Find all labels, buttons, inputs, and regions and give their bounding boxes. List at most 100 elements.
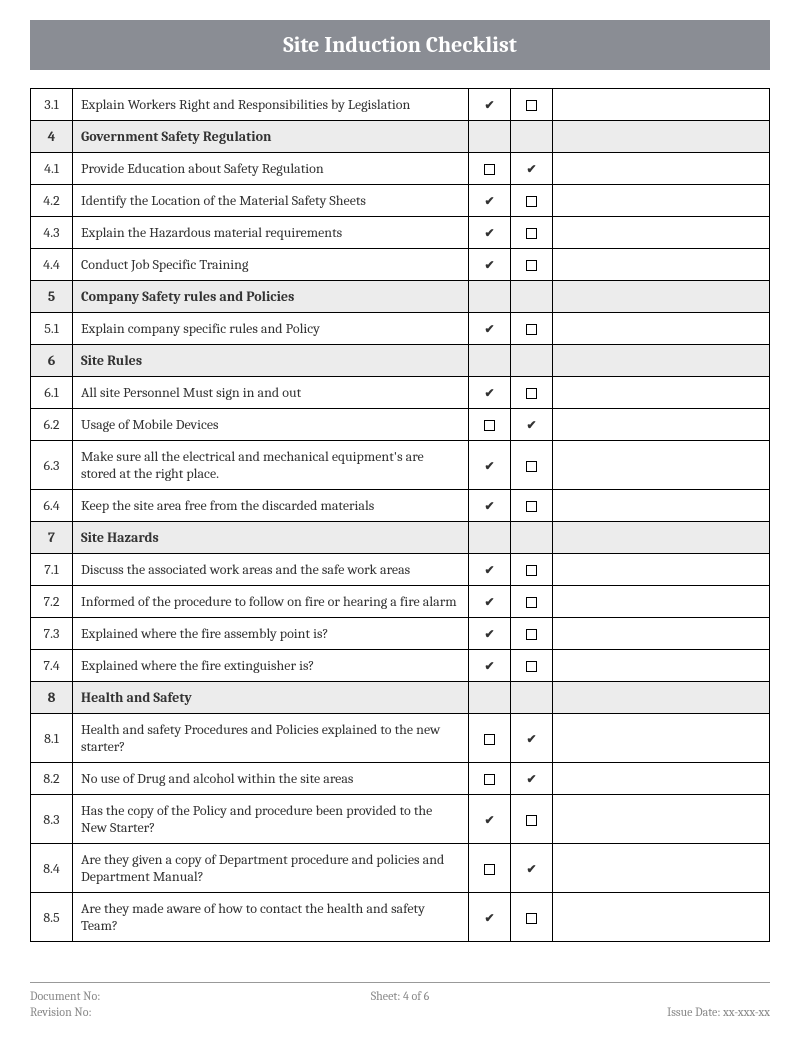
checkmark-icon: ✔ [484, 386, 494, 400]
item-description: Usage of Mobile Devices [73, 409, 469, 441]
item-check-col2[interactable]: ✔ [511, 763, 553, 795]
item-check-col2[interactable]: ✔ [511, 409, 553, 441]
item-notes [553, 618, 770, 650]
item-number: 7.4 [31, 650, 73, 682]
item-check-col2[interactable] [511, 185, 553, 217]
checkmark-icon: ✔ [484, 194, 494, 208]
item-check-col2[interactable] [511, 217, 553, 249]
checkmark-icon: ✔ [484, 322, 494, 336]
checkmark-icon: ✔ [484, 459, 494, 473]
section-title: Health and Safety [73, 682, 469, 714]
checkbox-empty-icon[interactable] [484, 164, 495, 175]
checkbox-empty-icon[interactable] [484, 420, 495, 431]
revision-no-label: Revision No: [30, 1005, 92, 1019]
item-check-col2[interactable] [511, 893, 553, 942]
item-check-col2[interactable] [511, 89, 553, 121]
item-check-col2[interactable] [511, 377, 553, 409]
item-number: 6.3 [31, 441, 73, 490]
checkbox-empty-icon[interactable] [526, 597, 537, 608]
item-check-col1[interactable]: ✔ [469, 618, 511, 650]
section-blank [469, 522, 511, 554]
checkmark-icon: ✔ [484, 911, 494, 925]
checklist-row: 8.5Are they made aware of how to contact… [31, 893, 770, 942]
item-check-col2[interactable] [511, 249, 553, 281]
checkbox-empty-icon[interactable] [526, 815, 537, 826]
item-notes [553, 844, 770, 893]
item-check-col2[interactable]: ✔ [511, 714, 553, 763]
checkbox-empty-icon[interactable] [526, 196, 537, 207]
checklist-row: 8.2No use of Drug and alcohol within the… [31, 763, 770, 795]
sheet-label: Sheet: 4 of 6 [277, 989, 524, 1003]
checkmark-icon: ✔ [484, 627, 494, 641]
checklist-row: 7.2Informed of the procedure to follow o… [31, 586, 770, 618]
checkmark-icon: ✔ [484, 563, 494, 577]
item-notes [553, 313, 770, 345]
item-number: 8.3 [31, 795, 73, 844]
section-number: 8 [31, 682, 73, 714]
checkbox-empty-icon[interactable] [526, 324, 537, 335]
item-check-col1[interactable]: ✔ [469, 441, 511, 490]
checkbox-empty-icon[interactable] [526, 461, 537, 472]
footer-spacer [523, 989, 770, 1003]
item-check-col1[interactable]: ✔ [469, 249, 511, 281]
item-check-col1[interactable]: ✔ [469, 313, 511, 345]
item-check-col1[interactable] [469, 844, 511, 893]
checkbox-empty-icon[interactable] [526, 388, 537, 399]
item-notes [553, 377, 770, 409]
checkbox-empty-icon[interactable] [526, 100, 537, 111]
checklist-row: 6.4Keep the site area free from the disc… [31, 490, 770, 522]
checklist-row: 7.4Explained where the fire extinguisher… [31, 650, 770, 682]
item-check-col1[interactable]: ✔ [469, 554, 511, 586]
item-check-col1[interactable]: ✔ [469, 586, 511, 618]
checkbox-empty-icon[interactable] [484, 864, 495, 875]
item-notes [553, 893, 770, 942]
item-check-col1[interactable] [469, 409, 511, 441]
item-number: 4.3 [31, 217, 73, 249]
item-check-col1[interactable] [469, 714, 511, 763]
item-check-col1[interactable]: ✔ [469, 650, 511, 682]
item-check-col2[interactable] [511, 586, 553, 618]
checklist-table: 3.1Explain Workers Right and Responsibil… [30, 88, 770, 942]
issue-date-label: Issue Date: xx-xxx-xx [667, 1005, 770, 1019]
item-check-col2[interactable] [511, 554, 553, 586]
item-description: Identify the Location of the Material Sa… [73, 185, 469, 217]
item-check-col2[interactable]: ✔ [511, 153, 553, 185]
item-check-col2[interactable]: ✔ [511, 844, 553, 893]
item-check-col1[interactable]: ✔ [469, 217, 511, 249]
item-check-col1[interactable]: ✔ [469, 795, 511, 844]
item-check-col1[interactable]: ✔ [469, 893, 511, 942]
checkbox-empty-icon[interactable] [484, 734, 495, 745]
section-blank [469, 121, 511, 153]
item-check-col2[interactable] [511, 795, 553, 844]
item-description: Explain company specific rules and Polic… [73, 313, 469, 345]
item-check-col1[interactable]: ✔ [469, 89, 511, 121]
checkbox-empty-icon[interactable] [526, 661, 537, 672]
checkbox-empty-icon[interactable] [484, 774, 495, 785]
checkbox-empty-icon[interactable] [526, 260, 537, 271]
checkbox-empty-icon[interactable] [526, 228, 537, 239]
item-check-col2[interactable] [511, 313, 553, 345]
item-check-col2[interactable] [511, 618, 553, 650]
item-number: 6.4 [31, 490, 73, 522]
checkbox-empty-icon[interactable] [526, 501, 537, 512]
item-description: Provide Education about Safety Regulatio… [73, 153, 469, 185]
checkbox-empty-icon[interactable] [526, 913, 537, 924]
checkmark-icon: ✔ [526, 772, 536, 786]
item-check-col2[interactable] [511, 650, 553, 682]
checkmark-icon: ✔ [526, 732, 536, 746]
item-check-col2[interactable] [511, 441, 553, 490]
item-check-col1[interactable]: ✔ [469, 490, 511, 522]
checkbox-empty-icon[interactable] [526, 565, 537, 576]
checkbox-empty-icon[interactable] [526, 629, 537, 640]
item-description: Are they given a copy of Department proc… [73, 844, 469, 893]
item-check-col1[interactable]: ✔ [469, 377, 511, 409]
section-blank [511, 345, 553, 377]
item-description: Discuss the associated work areas and th… [73, 554, 469, 586]
item-check-col1[interactable] [469, 763, 511, 795]
checkmark-icon: ✔ [526, 862, 536, 876]
item-number: 3.1 [31, 89, 73, 121]
checklist-row: 6.2Usage of Mobile Devices✔ [31, 409, 770, 441]
item-check-col2[interactable] [511, 490, 553, 522]
item-check-col1[interactable]: ✔ [469, 185, 511, 217]
item-check-col1[interactable] [469, 153, 511, 185]
